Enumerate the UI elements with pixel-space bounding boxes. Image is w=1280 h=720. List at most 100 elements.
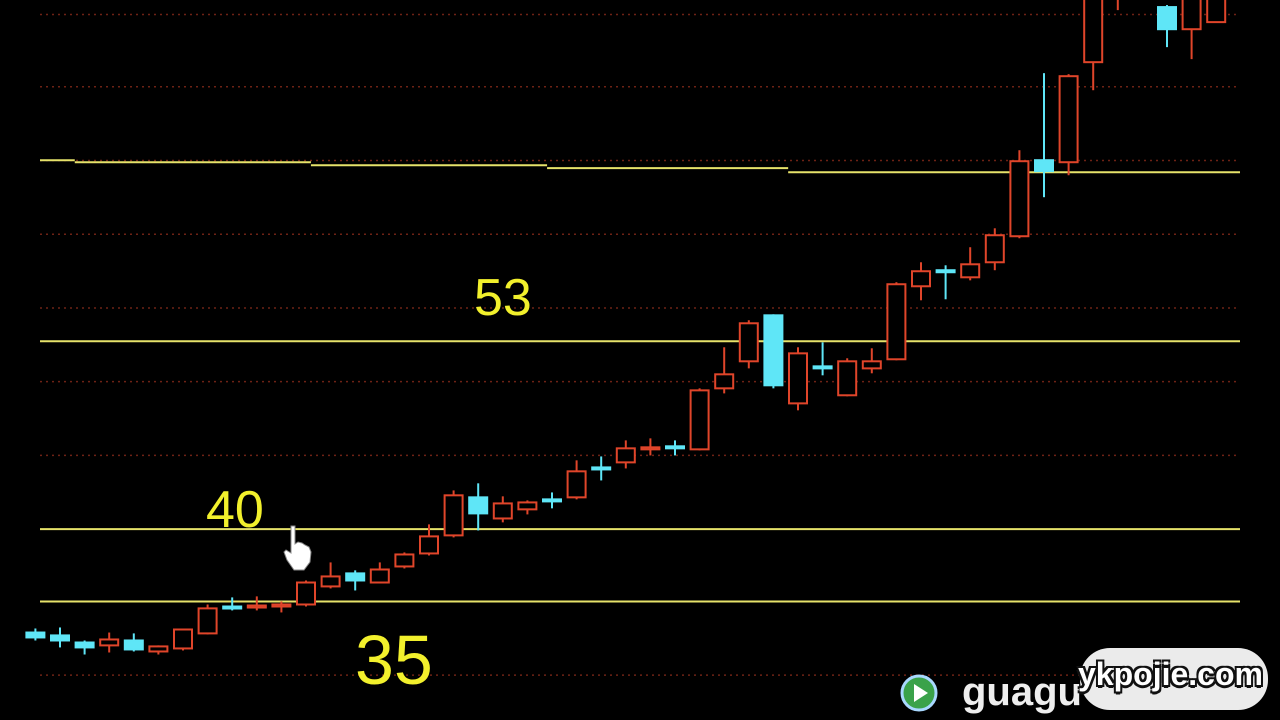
candle-body xyxy=(173,628,193,650)
candle-body xyxy=(123,639,144,651)
watermark-text: guagu xyxy=(962,670,1082,714)
site-watermark-background xyxy=(1080,648,1268,710)
candle-up xyxy=(1181,0,1202,60)
level-label-53: 53 xyxy=(474,269,532,327)
candle-down xyxy=(1157,5,1177,48)
grid-lines xyxy=(40,13,1240,676)
candle-body xyxy=(615,447,636,464)
candle-up xyxy=(1206,0,1227,24)
candle-body xyxy=(25,631,46,639)
candle-body xyxy=(788,352,808,405)
candle-body xyxy=(492,502,513,520)
candle-up xyxy=(246,596,267,611)
candle-up xyxy=(837,358,858,397)
candle-up xyxy=(1058,74,1079,176)
candle-body xyxy=(984,234,1005,264)
play-circle-icon xyxy=(900,674,938,712)
candle-body xyxy=(591,466,612,471)
candle-body xyxy=(960,263,981,279)
candle-body xyxy=(99,638,120,647)
candle-down xyxy=(345,570,366,591)
site-watermark: ykpojie.com xyxy=(1078,656,1263,692)
candle-up xyxy=(640,438,661,456)
candle-up xyxy=(271,601,292,613)
candle-body xyxy=(1157,6,1177,31)
candle-down xyxy=(763,314,784,389)
candle-up xyxy=(99,632,120,653)
candle-body xyxy=(148,645,169,653)
candle-up xyxy=(369,562,390,584)
candle-up xyxy=(1116,0,1119,11)
candle-body xyxy=(50,634,70,642)
candle-body xyxy=(886,283,907,361)
candle-up xyxy=(689,388,710,451)
candle-body xyxy=(222,605,243,610)
candle-body xyxy=(935,269,956,274)
candle-body xyxy=(1034,159,1054,173)
candle-body xyxy=(566,470,587,499)
candle-body xyxy=(296,581,316,606)
candle-body xyxy=(861,360,882,370)
candle-body xyxy=(1058,75,1079,164)
candle-up xyxy=(1083,0,1104,91)
candle-up xyxy=(148,645,169,655)
candle-body xyxy=(542,498,562,503)
candle-body xyxy=(665,445,685,450)
candle-body xyxy=(714,373,735,390)
candle-body xyxy=(443,494,464,537)
candle-up xyxy=(197,604,218,635)
candle-body xyxy=(738,322,759,363)
candle-up xyxy=(960,247,981,281)
level-label-40: 40 xyxy=(206,481,264,539)
candle-body xyxy=(763,314,784,387)
candle-up xyxy=(419,524,439,556)
candle-body xyxy=(812,365,833,370)
candle-body xyxy=(1009,160,1030,238)
candle-body xyxy=(246,604,267,609)
candle-up xyxy=(984,228,1005,271)
candle-down xyxy=(1034,73,1054,198)
candle-down xyxy=(665,440,685,456)
candle-up xyxy=(788,347,808,411)
level-label-35: 35 xyxy=(355,621,433,699)
candle-up xyxy=(911,262,931,301)
candle-down xyxy=(542,492,562,509)
candle-down xyxy=(123,633,144,652)
candle-down xyxy=(222,597,243,611)
candle-up xyxy=(861,348,882,374)
candle-body xyxy=(640,446,661,451)
candles xyxy=(25,0,1227,655)
candle-body xyxy=(1181,0,1202,31)
candle-body xyxy=(1083,0,1104,64)
candle-up xyxy=(173,628,193,651)
candle-body xyxy=(74,641,95,649)
hand-pointer-icon xyxy=(283,525,312,571)
candle-up xyxy=(738,320,759,369)
candle-up xyxy=(296,580,316,607)
candle-up xyxy=(320,562,341,589)
candle-body xyxy=(320,575,341,588)
candle-up xyxy=(566,460,587,500)
candle-down xyxy=(50,627,70,648)
candle-body xyxy=(419,535,439,555)
candle-body xyxy=(689,389,710,451)
candle-body xyxy=(911,270,931,288)
candle-body xyxy=(271,603,292,608)
candle-up xyxy=(615,440,636,469)
candle-body xyxy=(197,607,218,635)
candle-up xyxy=(1009,150,1030,239)
candle-body xyxy=(345,572,366,582)
candle-body xyxy=(1206,0,1227,24)
candle-body xyxy=(517,501,538,511)
candle-down xyxy=(25,628,46,641)
candle-up xyxy=(517,500,538,515)
candle-down xyxy=(591,456,612,481)
candle-down xyxy=(74,640,95,655)
candle-down xyxy=(812,342,833,376)
candle-up xyxy=(492,496,513,523)
candle-body xyxy=(369,568,390,584)
candle-body xyxy=(837,360,858,397)
candle-up xyxy=(714,347,735,394)
candle-body xyxy=(468,496,489,515)
